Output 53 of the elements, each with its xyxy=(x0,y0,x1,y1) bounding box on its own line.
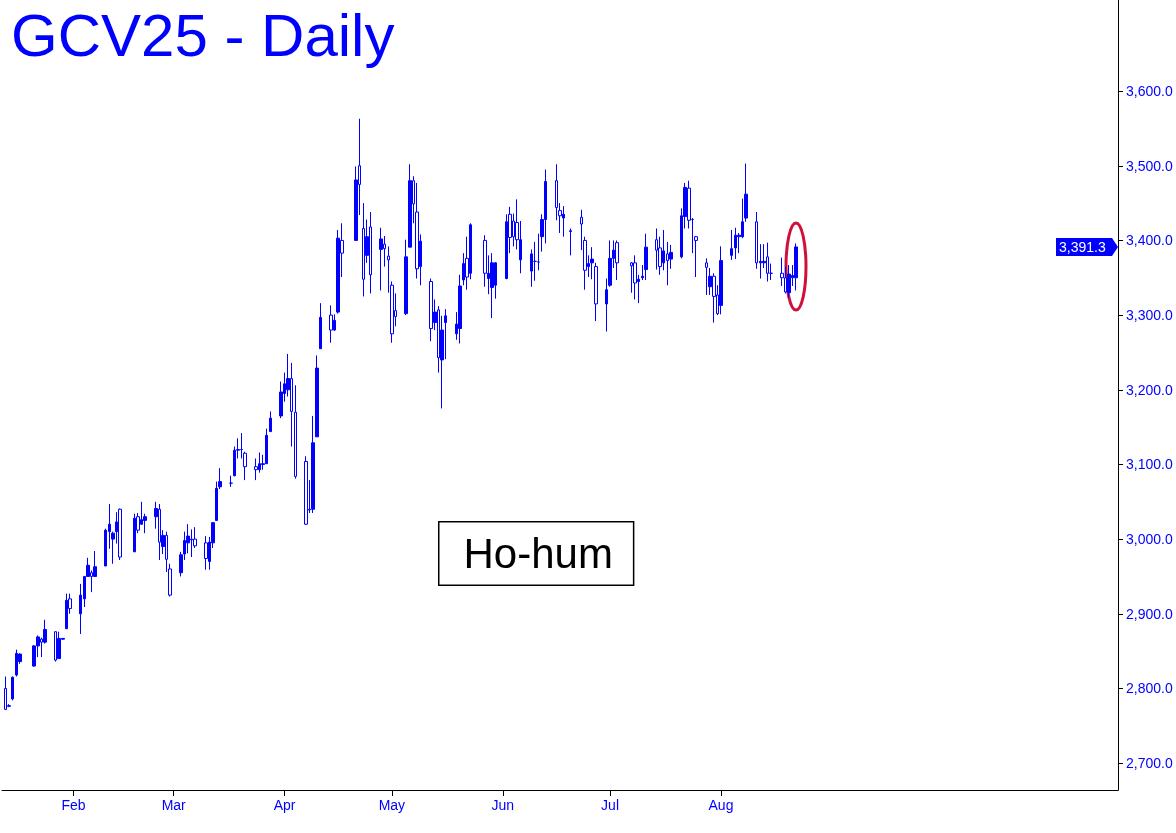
candlestick xyxy=(569,227,572,256)
candlestick xyxy=(319,302,322,350)
y-tick-label: 2,700.0 xyxy=(1126,755,1173,772)
candlestick xyxy=(311,415,315,514)
candlestick xyxy=(794,242,798,291)
candlestick xyxy=(408,163,412,248)
candlestick xyxy=(766,242,769,282)
candlestick xyxy=(404,239,408,316)
x-tick-label: May xyxy=(378,797,406,813)
candlestick xyxy=(294,384,297,480)
candlestick xyxy=(594,262,598,322)
y-tick-label: 3,200.0 xyxy=(1126,381,1173,398)
x-tick-label: Jun xyxy=(491,797,515,813)
candlestick xyxy=(204,535,208,571)
candlestick xyxy=(590,246,594,280)
chart-title: GCV25 - Daily xyxy=(11,1,395,69)
y-tick-label: 3,500.0 xyxy=(1126,157,1173,174)
y-tick-label: 2,800.0 xyxy=(1126,680,1173,697)
candlestick xyxy=(190,528,193,558)
candlestick xyxy=(633,254,637,300)
y-tick-label: 3,000.0 xyxy=(1126,531,1173,548)
candlestick xyxy=(562,205,565,238)
candlestick xyxy=(379,227,383,291)
x-tick-label: Aug xyxy=(708,797,734,813)
y-tick-label: 3,100.0 xyxy=(1126,456,1173,473)
candlestick xyxy=(712,272,716,324)
y-tick-label: 2,900.0 xyxy=(1126,605,1173,622)
candlestick xyxy=(458,274,462,344)
y-tick-label: 3,400.0 xyxy=(1126,232,1173,249)
candlestick xyxy=(315,354,319,438)
candlestick xyxy=(269,410,272,433)
candlestick xyxy=(655,227,658,271)
candlestick xyxy=(329,304,333,344)
candlestick xyxy=(730,229,733,261)
x-tick-label: Apr xyxy=(273,797,296,813)
candlestick xyxy=(304,455,308,526)
x-tick-label: Feb xyxy=(61,797,86,813)
candlestick xyxy=(787,264,791,299)
y-tick-label: 3,300.0 xyxy=(1126,307,1173,324)
x-tick-label: Mar xyxy=(161,797,187,813)
candlestick xyxy=(429,278,433,342)
candlestick xyxy=(734,227,737,260)
candlestick xyxy=(369,211,372,294)
candlestick xyxy=(719,245,723,315)
annotation: 3,391.3 xyxy=(1059,238,1106,255)
candlestick xyxy=(362,202,365,297)
candlestick xyxy=(705,257,708,296)
candlestick xyxy=(490,252,494,319)
y-tick-label: 3,600.0 xyxy=(1126,83,1173,100)
annotation: Ho-hum xyxy=(463,530,613,577)
candlestick xyxy=(644,233,648,281)
candlestick xyxy=(615,239,619,281)
x-tick-label: Jul xyxy=(601,797,620,813)
